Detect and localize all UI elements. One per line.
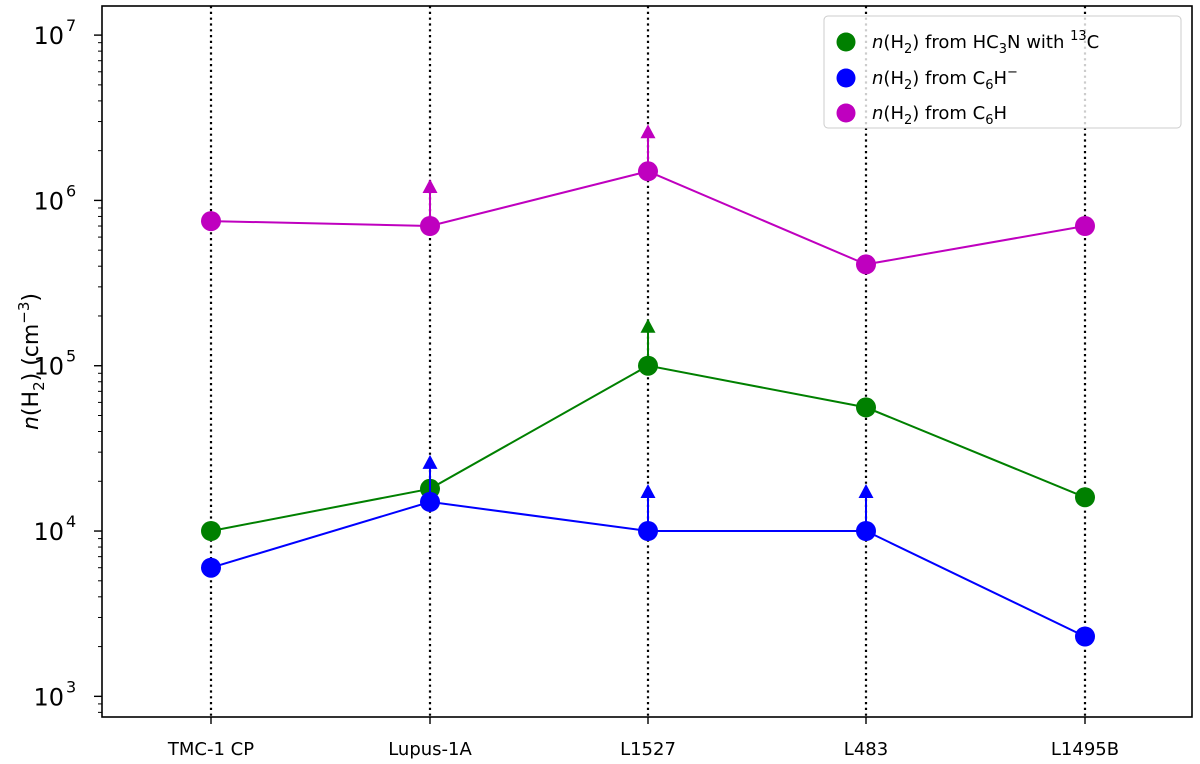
y-tick-label: 10 [33, 353, 64, 381]
lower-limit-arrow-head [422, 454, 438, 469]
y-tick-label: 10 [33, 683, 64, 711]
data-point [856, 254, 876, 275]
y-tick-exponent: 4 [66, 512, 76, 531]
y-tick-label: 10 [33, 518, 64, 546]
data-point [201, 521, 221, 541]
y-axis-label-group: n(H2) (cm−3) [15, 293, 48, 430]
series-0 [201, 318, 1095, 541]
legend-marker [836, 32, 856, 52]
x-tick-label: L1527 [620, 739, 676, 760]
lower-limit-arrow-head [858, 484, 874, 499]
lower-limit-arrow-head [640, 484, 656, 499]
x-tick-label: TMC-1 CP [167, 739, 254, 760]
y-axis-label: n(H2) (cm−3) [15, 293, 48, 430]
x-axis-ticks: TMC-1 CP Lupus-1A L1527 L483 L1495B [167, 717, 1119, 760]
lower-limit-arrow-head [640, 124, 656, 139]
data-point [856, 521, 876, 541]
data-point [1075, 487, 1095, 508]
y-tick-label: 10 [33, 187, 64, 215]
legend: n(H2) from HC3N with 13C n(H2) from C6H− n… [823, 15, 1182, 129]
series-group [201, 124, 1095, 647]
data-point [638, 355, 658, 376]
data-point [1075, 216, 1095, 236]
legend-label: n(H2) from HC3N with 13C [872, 29, 1099, 57]
data-point [638, 161, 658, 182]
series-2 [201, 124, 1095, 275]
data-point [856, 397, 876, 418]
lower-limit-arrow-head [640, 318, 656, 333]
x-tick-label: Lupus-1A [388, 739, 472, 760]
y-tick-label: 10 [33, 22, 64, 50]
data-point [638, 521, 658, 541]
legend-box [823, 15, 1182, 129]
data-point [420, 216, 440, 236]
y-tick-exponent: 5 [66, 347, 76, 366]
data-point [1075, 626, 1095, 647]
legend-marker [836, 103, 856, 123]
legend-label: n(H2) from C6H [872, 103, 1007, 128]
plot-frame [101, 5, 1193, 718]
series-1 [201, 454, 1095, 647]
data-point [420, 491, 440, 512]
x-tick-label: L1495B [1051, 739, 1119, 760]
y-tick-exponent: 6 [66, 181, 76, 200]
data-point [201, 211, 221, 232]
legend-marker [836, 68, 856, 88]
data-point [201, 557, 221, 578]
x-tick-label: L483 [844, 739, 888, 760]
y-tick-exponent: 3 [66, 677, 76, 696]
y-tick-exponent: 7 [66, 16, 76, 35]
legend-label: n(H2) from C6H− [872, 65, 1018, 93]
lower-limit-arrow-head [422, 179, 438, 194]
